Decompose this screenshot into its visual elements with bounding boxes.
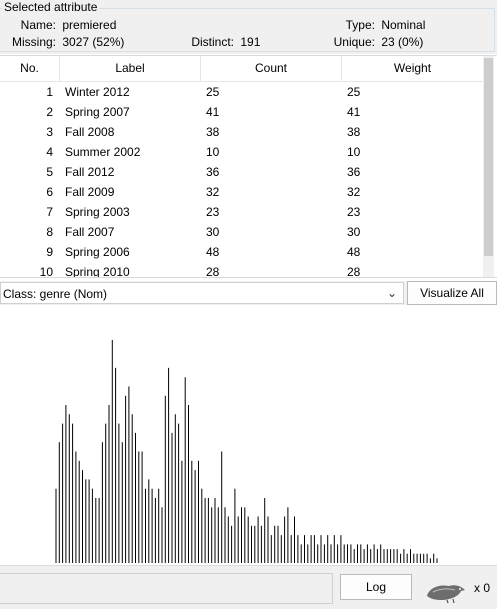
table-scrollbar-thumb[interactable] <box>484 58 493 256</box>
cell-count: 48 <box>206 242 219 262</box>
cell-weight: 36 <box>347 162 360 182</box>
cell-weight: 32 <box>347 182 360 202</box>
cell-weight: 28 <box>347 262 360 278</box>
table-row[interactable]: 3 Fall 2008 38 38 <box>0 122 483 142</box>
cell-no: 6 <box>46 182 53 202</box>
cell-no: 9 <box>46 242 53 262</box>
distinct-value: 191 <box>240 35 260 49</box>
table-row[interactable]: 5 Fall 2012 36 36 <box>0 162 483 182</box>
status-bar: Log x 0 <box>0 565 497 609</box>
cell-no: 4 <box>46 142 53 162</box>
missing-label: Missing: <box>0 35 56 50</box>
name-row: Name: premiered <box>0 18 116 33</box>
column-header-weight[interactable]: Weight <box>342 56 483 81</box>
column-header-count[interactable]: Count <box>201 56 342 81</box>
cell-count: 30 <box>206 222 219 242</box>
table-row[interactable]: 9 Spring 2006 48 48 <box>0 242 483 262</box>
chevron-down-icon: ⌄ <box>387 285 397 301</box>
chart-svg <box>0 306 497 565</box>
selected-attribute-panel: Selected attribute Name: premiered Type:… <box>0 0 497 54</box>
cell-weight: 48 <box>347 242 360 262</box>
cell-no: 10 <box>40 262 53 278</box>
class-select-value: Class: genre (Nom) <box>3 286 107 302</box>
cell-weight: 38 <box>347 122 360 142</box>
table-scrollbar[interactable] <box>483 56 494 277</box>
type-row: Type: Nominal <box>337 18 425 33</box>
cell-no: 8 <box>46 222 53 242</box>
cell-weight: 41 <box>347 102 360 122</box>
weka-bird-icon <box>423 578 469 604</box>
table-body: 1 Winter 2012 25 25 2 Spring 2007 41 41 3 Fall 20… <box>0 82 483 278</box>
status-message-area <box>0 573 333 604</box>
name-label: Name: <box>0 18 56 33</box>
unique-row: Unique: 23 (0%) <box>333 35 423 50</box>
selected-attribute-title: Selected attribute <box>2 0 99 14</box>
cell-weight: 25 <box>347 82 360 102</box>
cell-count: 10 <box>206 142 219 162</box>
cell-count: 36 <box>206 162 219 182</box>
cell-label: Fall 2009 <box>65 182 114 202</box>
visualize-all-button[interactable]: Visualize All <box>407 281 497 305</box>
log-button[interactable]: Log <box>340 574 412 600</box>
cell-label: Spring 2003 <box>65 202 130 222</box>
cell-label: Fall 2007 <box>65 222 114 242</box>
cell-weight: 23 <box>347 202 360 222</box>
table-row[interactable]: 7 Spring 2003 23 23 <box>0 202 483 222</box>
table-row[interactable]: 10 Spring 2010 28 28 <box>0 262 483 278</box>
cell-count: 25 <box>206 82 219 102</box>
table-row[interactable]: 4 Summer 2002 10 10 <box>0 142 483 162</box>
cell-no: 1 <box>46 82 53 102</box>
cell-count: 32 <box>206 182 219 202</box>
type-label: Type: <box>337 18 375 33</box>
column-header-no[interactable]: No. <box>0 56 60 81</box>
cell-label: Spring 2010 <box>65 262 130 278</box>
cell-count: 41 <box>206 102 219 122</box>
cell-no: 7 <box>46 202 53 222</box>
task-count: x 0 <box>474 580 490 596</box>
type-value: Nominal <box>381 18 425 32</box>
column-header-label[interactable]: Label <box>60 56 201 81</box>
table-header: No. Label Count Weight <box>0 56 483 82</box>
label-count-table: No. Label Count Weight 1 Winter 2012 25 25 2… <box>0 55 497 278</box>
unique-label: Unique: <box>333 35 375 50</box>
distinct-row: Distinct: 191 <box>190 35 260 50</box>
unique-value: 23 (0%) <box>381 35 423 49</box>
name-value: premiered <box>62 18 116 32</box>
class-distribution-chart <box>0 306 497 565</box>
class-select[interactable]: Class: genre (Nom) ⌄ <box>0 282 404 304</box>
cell-label: Summer 2002 <box>65 142 140 162</box>
cell-label: Spring 2007 <box>65 102 130 122</box>
cell-count: 23 <box>206 202 219 222</box>
cell-no: 5 <box>46 162 53 182</box>
table-row[interactable]: 6 Fall 2009 32 32 <box>0 182 483 202</box>
distinct-label: Distinct: <box>190 35 234 50</box>
class-bar: Class: genre (Nom) ⌄ Visualize All <box>0 281 497 305</box>
cell-weight: 10 <box>347 142 360 162</box>
table-row[interactable]: 1 Winter 2012 25 25 <box>0 82 483 102</box>
cell-label: Fall 2012 <box>65 162 114 182</box>
cell-no: 3 <box>46 122 53 142</box>
cell-weight: 30 <box>347 222 360 242</box>
cell-label: Winter 2012 <box>65 82 130 102</box>
missing-value: 3027 (52%) <box>62 35 124 49</box>
table-row[interactable]: 8 Fall 2007 30 30 <box>0 222 483 242</box>
table-row[interactable]: 2 Spring 2007 41 41 <box>0 102 483 122</box>
cell-label: Spring 2006 <box>65 242 130 262</box>
cell-no: 2 <box>46 102 53 122</box>
cell-count: 28 <box>206 262 219 278</box>
cell-label: Fall 2008 <box>65 122 114 142</box>
missing-row: Missing: 3027 (52%) <box>0 35 124 50</box>
cell-count: 38 <box>206 122 219 142</box>
